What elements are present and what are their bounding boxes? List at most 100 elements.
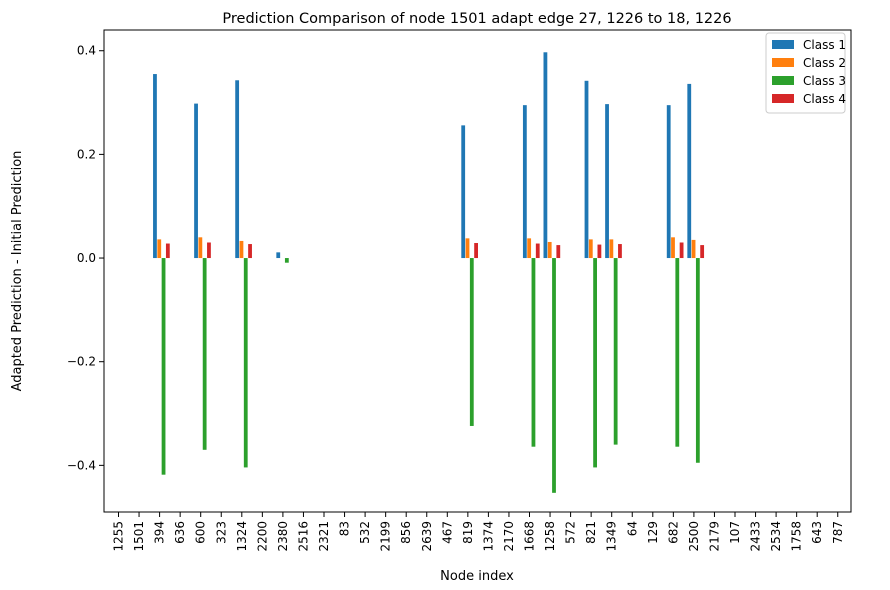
y-tick-label: −0.2 [67, 355, 96, 369]
bar-class-1 [687, 83, 692, 259]
bar-class-4 [248, 244, 252, 259]
y-tick-label: 0.4 [77, 44, 96, 58]
bar-class-3 [469, 258, 474, 426]
legend-label: Class 2 [803, 56, 846, 70]
x-tick-label: 2179 [707, 521, 721, 552]
x-tick-label: 2200 [255, 521, 269, 552]
x-tick-label: 2321 [317, 521, 331, 552]
x-tick-label: 856 [399, 521, 413, 544]
bar-class-4 [679, 242, 684, 259]
bar-class-2 [527, 238, 532, 259]
bar-class-3 [552, 258, 556, 493]
x-tick-label: 2380 [276, 521, 290, 552]
x-tick-label: 107 [728, 521, 742, 544]
x-tick-label: 1349 [605, 521, 619, 552]
x-tick-label: 2534 [769, 521, 783, 552]
bar-class-2 [157, 239, 162, 259]
x-tick-label: 2433 [749, 521, 763, 552]
bar-class-2 [671, 237, 675, 259]
x-tick-label: 1255 [112, 521, 126, 552]
x-tick-label: 2199 [379, 521, 393, 552]
bar-class-3 [531, 258, 536, 447]
x-tick-label: 1258 [543, 521, 557, 552]
x-tick-label: 819 [461, 521, 475, 544]
x-tick-label: 1758 [790, 521, 804, 552]
bar-class-4 [700, 245, 705, 259]
bar-class-3 [243, 258, 248, 468]
x-tick-label: 1501 [132, 521, 146, 552]
x-tick-label: 643 [810, 521, 824, 544]
legend-swatch [772, 76, 794, 85]
y-tick-label: −0.4 [67, 458, 96, 472]
legend-box [765, 32, 846, 114]
x-tick-label: 394 [153, 521, 167, 544]
plot-frame [103, 29, 852, 513]
chart-title: Prediction Comparison of node 1501 adapt… [222, 11, 731, 27]
bar-class-1 [605, 104, 609, 259]
x-tick-label: 682 [666, 521, 680, 544]
x-tick-label: 532 [358, 521, 372, 544]
legend-label: Class 4 [803, 92, 846, 106]
bar-class-3 [161, 258, 166, 475]
bars-group [153, 52, 705, 493]
x-tick-label: 636 [173, 521, 187, 544]
bar-class-4 [474, 243, 478, 259]
x-tick-label: 1324 [235, 521, 249, 552]
legend-swatch [772, 58, 794, 67]
bar-class-4 [207, 242, 211, 259]
x-tick-label: 600 [194, 521, 208, 544]
bar-class-3 [284, 258, 289, 263]
bar-class-2 [691, 239, 696, 259]
x-tick-label: 2500 [687, 521, 701, 552]
bar-class-4 [165, 243, 170, 259]
bar-class-3 [695, 258, 700, 463]
bar-class-2 [198, 237, 203, 259]
bar-class-1 [194, 103, 198, 259]
bar-class-1 [153, 74, 157, 259]
y-tick-label: 0.2 [77, 147, 96, 161]
bar-class-2 [609, 239, 614, 259]
bar-class-3 [593, 258, 597, 468]
bar-class-4 [597, 244, 602, 259]
y-axis: 0.4 0.2 0.0 −0.2 −0.4 [67, 44, 104, 472]
x-tick-label: 64 [625, 521, 639, 536]
bar-class-3 [613, 258, 618, 445]
x-tick-label: 323 [214, 521, 228, 544]
bar-class-1 [666, 105, 671, 259]
x-tick-label: 83 [338, 521, 352, 536]
y-axis-label: Adapted Prediction - Initial Prediction [10, 151, 25, 392]
bar-class-1 [235, 80, 240, 259]
bar-class-1 [461, 125, 466, 259]
bar-class-1 [584, 80, 589, 259]
bar-class-3 [675, 258, 680, 447]
y-tick-label: 0.0 [77, 251, 96, 265]
x-tick-label: 2516 [296, 521, 310, 552]
bar-class-1 [543, 52, 548, 259]
bar-class-1 [276, 252, 281, 259]
x-tick-label: 1668 [523, 521, 537, 552]
legend: Class 1 Class 2 Class 3 Class 4 [765, 32, 846, 114]
x-tick-label: 129 [646, 521, 660, 544]
legend-swatch [772, 40, 794, 49]
bar-class-2 [588, 239, 593, 259]
x-tick-label: 1374 [481, 521, 495, 552]
bar-class-2 [465, 238, 470, 259]
x-tick-label: 572 [564, 521, 578, 544]
bar-class-3 [202, 258, 207, 450]
legend-label: Class 3 [803, 74, 846, 88]
x-tick-label: 467 [440, 521, 454, 544]
bar-class-1 [522, 105, 527, 259]
x-tick-label: 787 [831, 521, 845, 544]
legend-swatch [772, 94, 794, 103]
bar-class-2 [547, 241, 552, 259]
bar-class-4 [535, 243, 540, 259]
legend-label: Class 1 [803, 38, 846, 52]
bar-class-2 [239, 240, 244, 259]
x-axis: 1255 1501 394 636 600 323 1324 2200 2380 2516 2321… [112, 512, 845, 552]
x-tick-label: 2170 [502, 521, 516, 552]
bar-class-4 [618, 244, 622, 259]
x-axis-label: Node index [440, 569, 514, 584]
x-tick-label: 821 [584, 521, 598, 544]
bar-class-4 [556, 245, 561, 259]
